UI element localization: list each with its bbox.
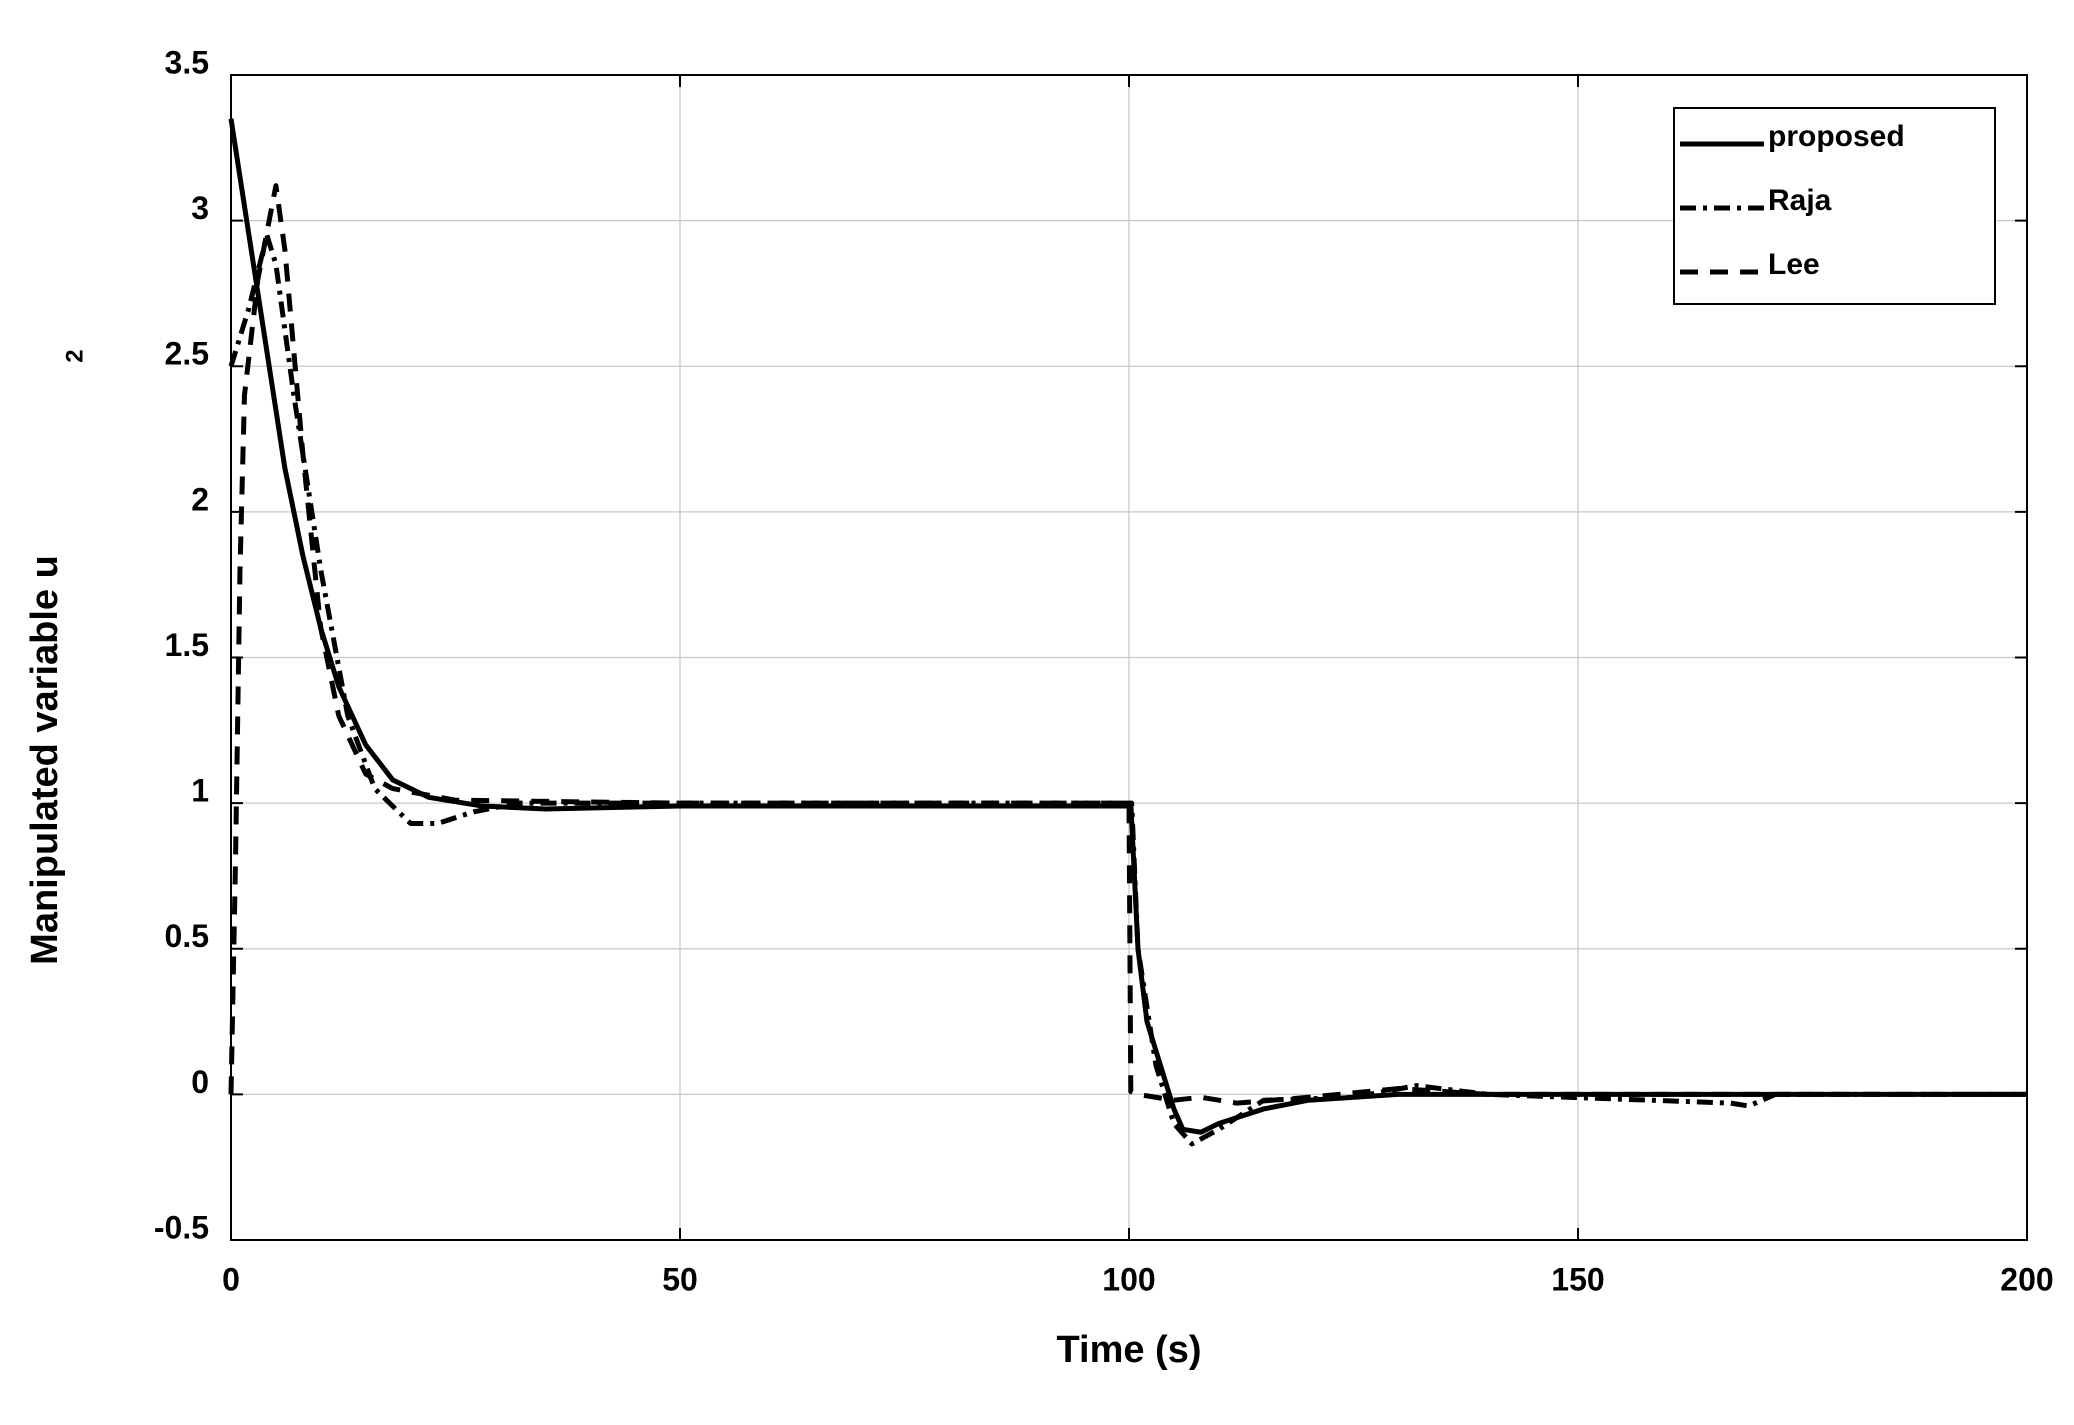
y-tick-label: 3.5 [165, 44, 209, 80]
x-tick-label: 50 [662, 1261, 698, 1297]
lines [228, 118, 2027, 1147]
y-tick-label: -0.5 [154, 1209, 209, 1245]
x-tick-label: 150 [1551, 1261, 1604, 1297]
y-tick-label: 0.5 [165, 918, 209, 954]
x-tick-label: 100 [1102, 1261, 1155, 1297]
x-tick-label: 0 [222, 1261, 240, 1297]
legend: proposed Raja Lee [1673, 107, 1996, 305]
y-tick-label: 3 [191, 190, 209, 226]
x-tick-label: 200 [2000, 1261, 2053, 1297]
y-tick-label: 1.5 [165, 627, 209, 663]
x-axis-label: Time (s) [1056, 1329, 1201, 1371]
legend-label: Raja [1768, 184, 1832, 217]
y-tick-label: 0 [191, 1064, 209, 1100]
legend-label: Lee [1768, 248, 1820, 281]
y-tick-label: 1 [191, 773, 209, 809]
series-line [228, 118, 2027, 1135]
y-tick-label: 2.5 [165, 336, 209, 372]
ticks: -0.5 0 0.5 1 1.5 2 2.5 3 3.5 0 50 100 150 200 [154, 44, 2054, 1297]
series-line [228, 183, 2027, 1106]
y-tick-label: 2 [191, 481, 209, 517]
y-axis-label-subscript: 2 [61, 349, 88, 362]
y-axis-label: Manipulated variable u [24, 555, 66, 965]
legend-label: proposed [1768, 120, 1905, 153]
